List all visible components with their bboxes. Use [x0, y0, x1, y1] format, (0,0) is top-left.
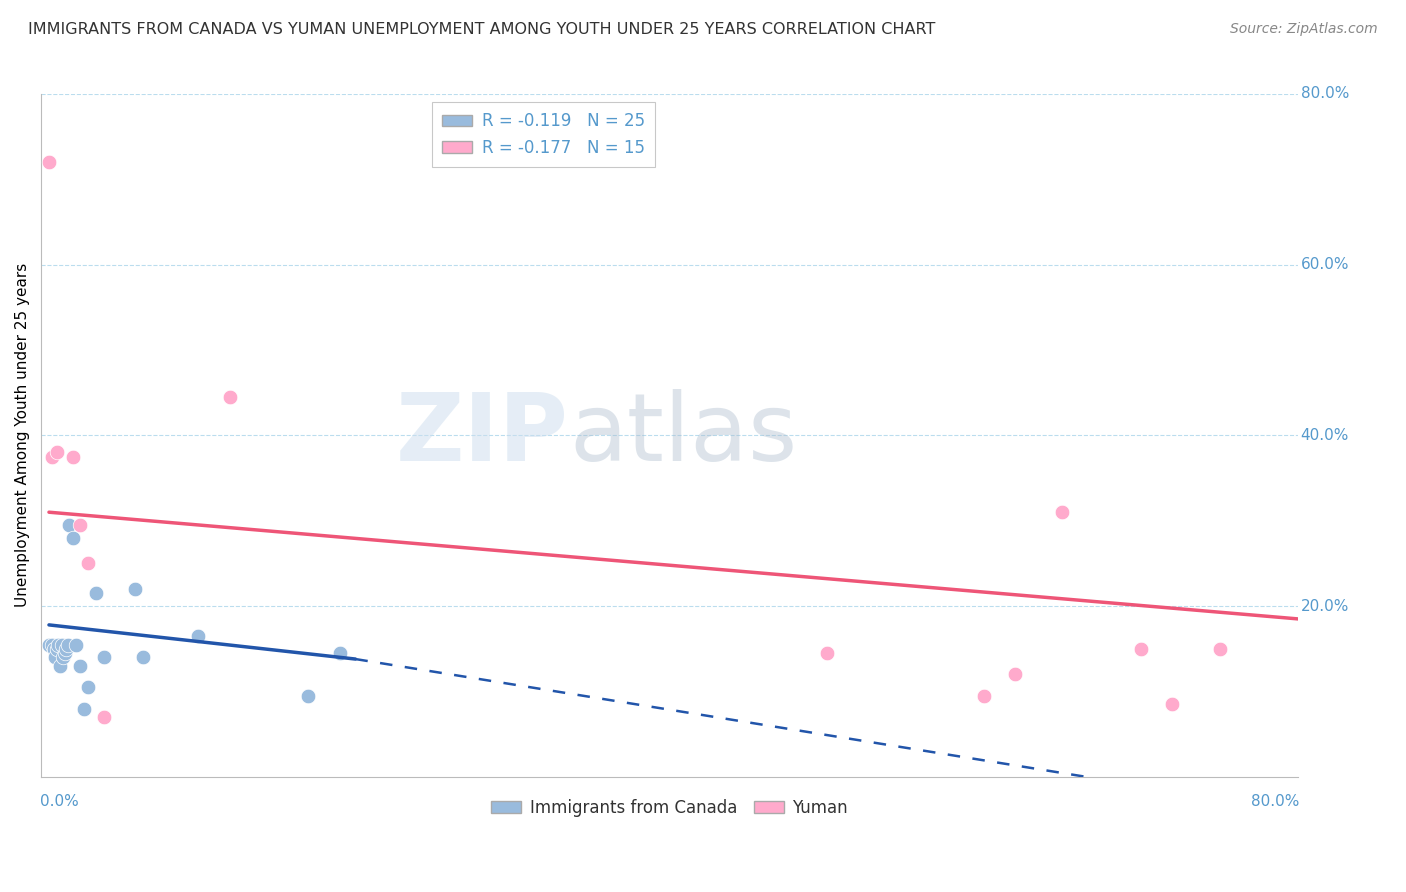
Point — [52, 650, 75, 665]
Point — [1208, 641, 1230, 656]
Point — [77, 680, 100, 694]
Point — [77, 557, 100, 571]
Text: 40.0%: 40.0% — [1301, 428, 1348, 442]
Text: IMMIGRANTS FROM CANADA VS YUMAN UNEMPLOYMENT AMONG YOUTH UNDER 25 YEARS CORRELAT: IMMIGRANTS FROM CANADA VS YUMAN UNEMPLOY… — [28, 22, 935, 37]
Text: 60.0%: 60.0% — [1301, 257, 1350, 272]
Legend: Immigrants from Canada, Yuman: Immigrants from Canada, Yuman — [485, 792, 855, 823]
Text: ZIP: ZIP — [396, 390, 569, 482]
Point — [55, 641, 77, 656]
Point — [62, 531, 84, 545]
Point — [44, 650, 66, 665]
Text: 0.0%: 0.0% — [39, 794, 79, 809]
Point — [62, 450, 84, 464]
Point — [42, 641, 65, 656]
Point — [329, 646, 352, 660]
Point — [72, 701, 94, 715]
Point — [1004, 667, 1026, 681]
Text: 80.0%: 80.0% — [1251, 794, 1299, 809]
Point — [65, 638, 87, 652]
Point — [1052, 505, 1074, 519]
Point — [815, 646, 838, 660]
Point — [56, 638, 79, 652]
Point — [1161, 698, 1184, 712]
Point — [38, 155, 60, 169]
Point — [69, 658, 91, 673]
Text: Source: ZipAtlas.com: Source: ZipAtlas.com — [1230, 22, 1378, 37]
Text: 80.0%: 80.0% — [1301, 87, 1348, 102]
Y-axis label: Unemployment Among Youth under 25 years: Unemployment Among Youth under 25 years — [15, 263, 30, 607]
Point — [69, 518, 91, 533]
Point — [49, 658, 72, 673]
Point — [93, 650, 115, 665]
Point — [218, 390, 240, 404]
Point — [41, 450, 63, 464]
Point — [58, 518, 80, 533]
Point — [53, 646, 76, 660]
Point — [45, 641, 67, 656]
Point — [38, 638, 60, 652]
Text: atlas: atlas — [569, 390, 797, 482]
Point — [132, 650, 155, 665]
Point — [187, 629, 209, 643]
Point — [93, 710, 115, 724]
Point — [297, 689, 319, 703]
Text: 20.0%: 20.0% — [1301, 599, 1348, 614]
Point — [1130, 641, 1153, 656]
Point — [973, 689, 995, 703]
Point — [41, 638, 63, 652]
Point — [84, 586, 107, 600]
Point — [124, 582, 146, 596]
Point — [48, 638, 70, 652]
Point — [45, 445, 67, 459]
Point — [51, 638, 73, 652]
